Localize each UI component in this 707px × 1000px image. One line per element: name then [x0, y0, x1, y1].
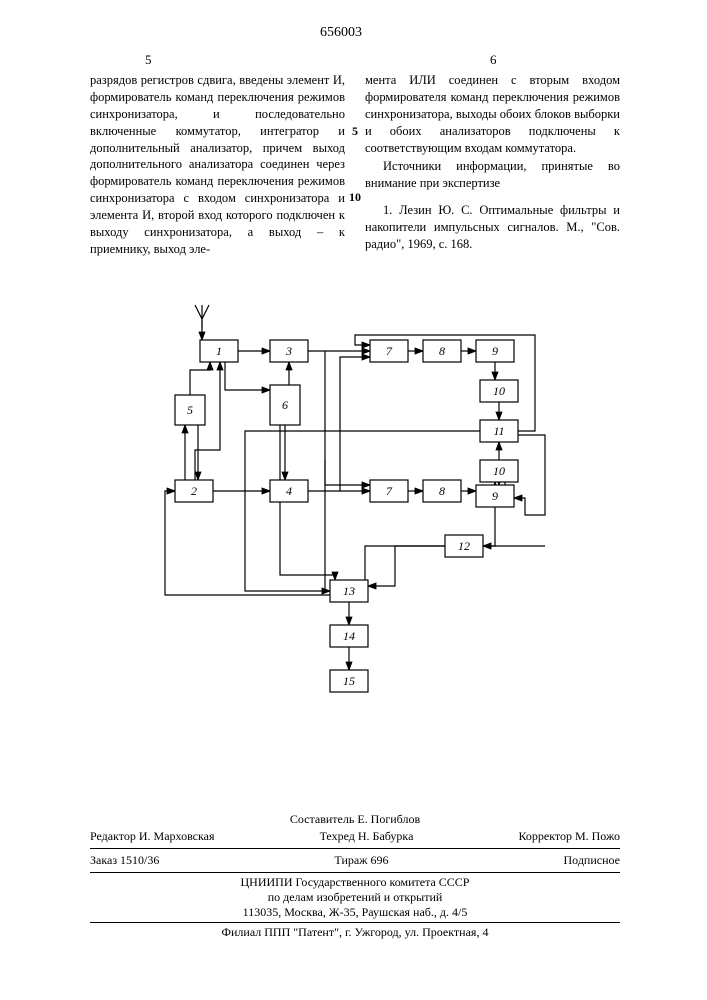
svg-text:2: 2 — [191, 484, 197, 498]
line-marker-10: 10 — [349, 190, 361, 205]
svg-text:8: 8 — [439, 344, 445, 358]
svg-text:9: 9 — [492, 489, 498, 503]
techred-label: Техред — [320, 829, 355, 843]
svg-text:10: 10 — [493, 384, 505, 398]
branch-address: Филиал ППП "Патент", г. Ужгород, ул. Про… — [90, 925, 620, 940]
column-number-left: 5 — [145, 52, 152, 68]
svg-text:7: 7 — [386, 344, 393, 358]
right-para-1: мента ИЛИ соединен с вторым входом форми… — [365, 72, 620, 156]
svg-text:15: 15 — [343, 674, 355, 688]
svg-text:3: 3 — [285, 344, 292, 358]
footer: Составитель Е. Погиблов Редактор И. Марх… — [90, 812, 620, 940]
svg-text:8: 8 — [439, 484, 445, 498]
right-column: мента ИЛИ соединен с вторым входом форми… — [365, 72, 620, 253]
techred-name: Н. Бабурка — [358, 829, 414, 843]
right-para-2: Источники информации, принятые во вниман… — [365, 158, 620, 192]
line-marker-5: 5 — [352, 124, 358, 139]
svg-text:6: 6 — [282, 398, 288, 412]
column-number-right: 6 — [490, 52, 497, 68]
composer-label: Составитель — [290, 812, 354, 826]
svg-text:5: 5 — [187, 403, 193, 417]
left-column-text: разрядов регистров сдвига, введены элеме… — [90, 72, 345, 258]
svg-text:4: 4 — [286, 484, 292, 498]
block-diagram: 13789561011102478912131415 — [155, 300, 575, 700]
svg-text:11: 11 — [493, 424, 504, 438]
corrector-name: М. Пожо — [575, 829, 620, 843]
editor-label: Редактор — [90, 829, 136, 843]
tirazh: Тираж 696 — [334, 853, 388, 868]
composer-name: Е. Погиблов — [357, 812, 420, 826]
corrector-label: Корректор — [518, 829, 572, 843]
signed: Подписное — [564, 853, 621, 868]
svg-text:7: 7 — [386, 484, 393, 498]
svg-text:12: 12 — [458, 539, 470, 553]
org-line-2: по делам изобретений и открытий — [90, 890, 620, 905]
patent-number: 656003 — [320, 25, 362, 41]
svg-text:13: 13 — [343, 584, 355, 598]
svg-text:14: 14 — [343, 629, 355, 643]
right-reference: 1. Лезин Ю. С. Оптимальные фильтры и нак… — [365, 202, 620, 253]
org-address: 113035, Москва, Ж-35, Раушская наб., д. … — [90, 905, 620, 920]
editor-name: И. Марховская — [139, 829, 215, 843]
svg-text:1: 1 — [216, 344, 222, 358]
svg-text:10: 10 — [493, 464, 505, 478]
org-line-1: ЦНИИПИ Государственного комитета СССР — [90, 875, 620, 890]
order-number: Заказ 1510/36 — [90, 853, 159, 868]
svg-text:9: 9 — [492, 344, 498, 358]
